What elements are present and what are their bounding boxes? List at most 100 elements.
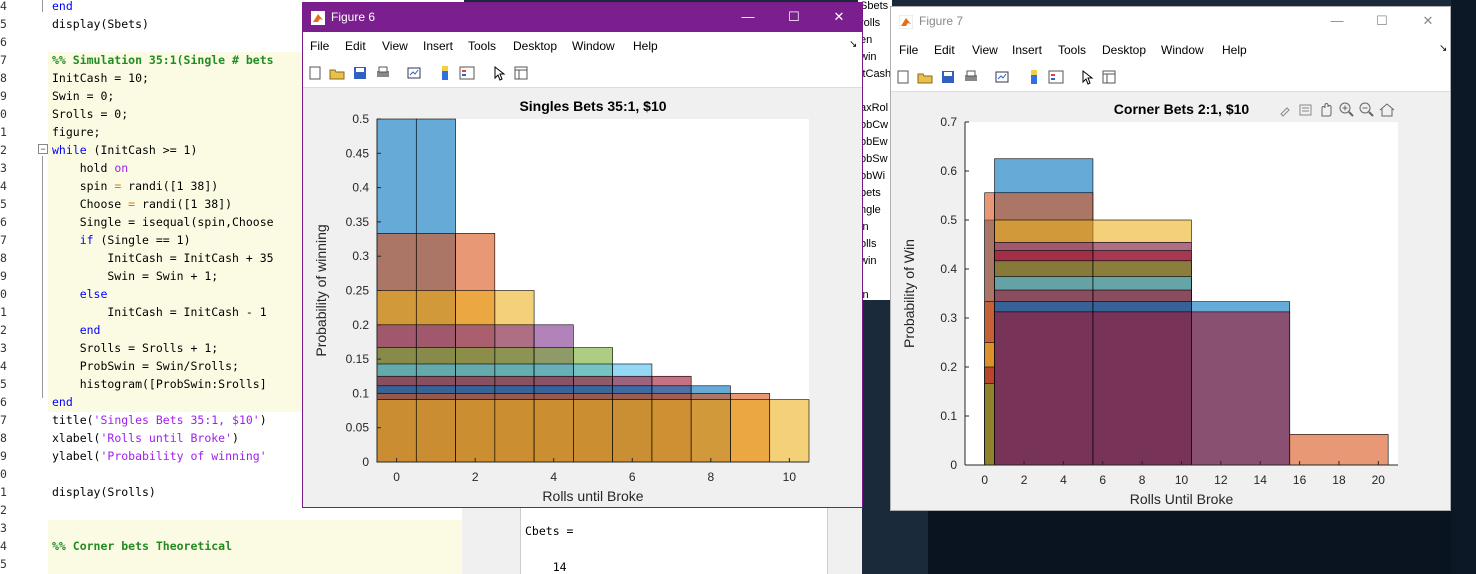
save-icon[interactable] — [352, 65, 368, 81]
property-inspector-icon[interactable] — [513, 65, 529, 81]
code-line[interactable]: 2 end — [0, 321, 464, 339]
code-line[interactable]: 5 Choose = randi([1 38]) — [0, 195, 464, 213]
workspace-variable[interactable]: Sbets — [860, 0, 889, 12]
legend-icon[interactable] — [1048, 69, 1064, 85]
code-line[interactable]: 6 Single = isequal(spin,Choose — [0, 213, 464, 231]
link-plot-icon[interactable] — [994, 69, 1010, 85]
figure-7-window[interactable]: Figure 7 — ☐ ✕ File Edit View Insert Too… — [890, 6, 1451, 511]
print-icon[interactable] — [963, 69, 979, 85]
menu-window[interactable]: Window — [572, 39, 615, 53]
dock-arrow-icon[interactable]: ↘ — [849, 39, 858, 50]
minimize-button[interactable]: — — [741, 9, 755, 24]
new-figure-icon[interactable] — [895, 69, 911, 85]
code-line[interactable]: 4 ProbSwin = Swin/Srolls; — [0, 357, 464, 375]
menu-desktop[interactable]: Desktop — [513, 39, 558, 53]
pointer-icon[interactable] — [1079, 69, 1095, 85]
menu-tools[interactable]: Tools — [1058, 43, 1087, 57]
menu-help[interactable]: Help — [1222, 43, 1247, 57]
code-line[interactable]: 0 Srolls = 0; — [0, 105, 464, 123]
code-line[interactable]: 0 — [0, 465, 464, 483]
menu-window[interactable]: Window — [1161, 43, 1204, 57]
command-window[interactable]: Cbets = 14 — [462, 508, 862, 574]
plot-area[interactable]: 0 2 4 6 8 10 12 14 16 18 20 0 0.1 0.2 0.3 0.4 0.5 0.6 0.7 C… — [891, 92, 1450, 510]
code-line[interactable]: 9 Swin = 0; — [0, 87, 464, 105]
workspace-variable[interactable]: obSw — [860, 153, 888, 165]
menu-insert[interactable]: Insert — [423, 39, 454, 53]
code-line[interactable]: 4 end — [0, 0, 464, 15]
save-icon[interactable] — [940, 69, 956, 85]
code-line[interactable]: 3 — [0, 519, 464, 537]
menu-file[interactable]: File — [899, 43, 919, 57]
menu-edit[interactable]: Edit — [345, 39, 366, 53]
close-button[interactable]: ✕ — [1422, 13, 1434, 28]
code-line[interactable]: 2 — [0, 501, 464, 519]
code-line[interactable]: 8 InitCash = 10; — [0, 69, 464, 87]
code-line[interactable]: 5 — [0, 555, 464, 573]
code-line[interactable]: 3 hold on — [0, 159, 464, 177]
histogram-chart[interactable]: 0 2 4 6 8 10 0 0.05 0.1 0.15 0.2 0.25 0.3 0.35 0.4 0.45… — [303, 88, 862, 507]
workspace-variable[interactable]: itCash — [860, 68, 892, 80]
pointer-icon[interactable] — [491, 65, 507, 81]
menu-desktop[interactable]: Desktop — [1102, 43, 1147, 57]
code-line[interactable]: 8 xlabel('Rolls until Broke') — [0, 429, 464, 447]
workspace-variable[interactable]: ngle — [860, 204, 881, 216]
code-line[interactable]: 6 end — [0, 393, 464, 411]
workspace-variable[interactable]: win — [860, 255, 877, 267]
code-line[interactable]: 5 histogram([ProbSwin:Srolls] — [0, 375, 464, 393]
figure-6-window[interactable]: Figure 6 — ☐ ✕ File Edit View Insert Too… — [302, 2, 863, 508]
plot-area[interactable]: 0 2 4 6 8 10 0 0.05 0.1 0.15 0.2 0.25 0.3 0.35 0.4 0.45… — [303, 88, 862, 507]
code-line[interactable]: 4 %% Corner bets Theoretical — [0, 537, 464, 555]
menu-edit[interactable]: Edit — [934, 43, 955, 57]
colorbar-icon[interactable] — [437, 65, 453, 81]
code-line[interactable]: 8 InitCash = InitCash + 35 — [0, 249, 464, 267]
workspace-variable[interactable]: obEw — [860, 136, 888, 148]
workspace-variable[interactable]: in — [860, 289, 869, 301]
title-bar[interactable]: Figure 7 — ☐ ✕ — [891, 7, 1450, 36]
code-line[interactable]: 5 display(Sbets) — [0, 15, 464, 33]
maximize-button[interactable]: ☐ — [1376, 13, 1388, 28]
colorbar-icon[interactable] — [1026, 69, 1042, 85]
workspace-variable[interactable]: obCw — [860, 119, 889, 131]
histogram-chart[interactable]: 0 2 4 6 8 10 12 14 16 18 20 0 0.1 0.2 0.3 0.4 0.5 0.6 0.7 C… — [891, 92, 1450, 510]
dock-arrow-icon[interactable]: ↘ — [1439, 43, 1448, 54]
data-tips-icon[interactable] — [1299, 104, 1312, 116]
workspace-variable[interactable]: axRol — [860, 102, 889, 114]
workspace-variable[interactable]: obWi — [860, 170, 886, 182]
pan-hand-icon[interactable] — [1321, 102, 1332, 117]
maximize-button[interactable]: ☐ — [788, 9, 800, 24]
legend-icon[interactable] — [459, 65, 475, 81]
menu-file[interactable]: File — [310, 39, 330, 53]
new-figure-icon[interactable] — [307, 65, 323, 81]
menu-tools[interactable]: Tools — [468, 39, 497, 53]
open-file-icon[interactable] — [329, 65, 345, 81]
code-line[interactable]: 1 display(Srolls) — [0, 483, 464, 501]
code-line[interactable]: 9 Swin = Swin + 1; — [0, 267, 464, 285]
zoom-out-icon[interactable] — [1359, 102, 1374, 117]
zoom-in-icon[interactable] — [1339, 102, 1354, 117]
code-line[interactable]: 3 Srolls = Srolls + 1; — [0, 339, 464, 357]
menu-view[interactable]: View — [382, 39, 408, 53]
link-plot-icon[interactable] — [406, 65, 422, 81]
home-icon[interactable] — [1379, 103, 1395, 117]
print-icon[interactable] — [375, 65, 391, 81]
code-line[interactable]: 0 else — [0, 285, 464, 303]
property-inspector-icon[interactable] — [1101, 69, 1117, 85]
fold-collapse-icon[interactable]: − — [38, 144, 48, 154]
workspace-panel[interactable]: Sbets rolls en win itCash axRol obCw obEw obSw ob… — [858, 0, 892, 301]
title-bar[interactable]: Figure 6 — ☐ ✕ — [303, 3, 862, 32]
code-line[interactable]: 1 figure; — [0, 123, 464, 141]
workspace-variable[interactable]: en — [860, 34, 873, 46]
workspace-variable[interactable]: rolls — [860, 17, 881, 29]
open-file-icon[interactable] — [917, 69, 933, 85]
menu-view[interactable]: View — [972, 43, 998, 57]
workspace-variable[interactable]: in — [860, 221, 869, 233]
workspace-variable[interactable]: win — [860, 51, 877, 63]
workspace-variable[interactable]: olls — [860, 238, 877, 250]
workspace-variable[interactable]: bets — [860, 187, 881, 199]
minimize-button[interactable]: — — [1330, 13, 1344, 28]
code-line[interactable]: 7 if (Single == 1) — [0, 231, 464, 249]
brush-icon[interactable] — [1280, 107, 1290, 117]
code-line[interactable]: 7 title('Singles Bets 35:1, $10') — [0, 411, 464, 429]
code-line[interactable]: 2 while (InitCash >= 1) — [0, 141, 464, 159]
code-line[interactable]: 6 — [0, 33, 464, 51]
